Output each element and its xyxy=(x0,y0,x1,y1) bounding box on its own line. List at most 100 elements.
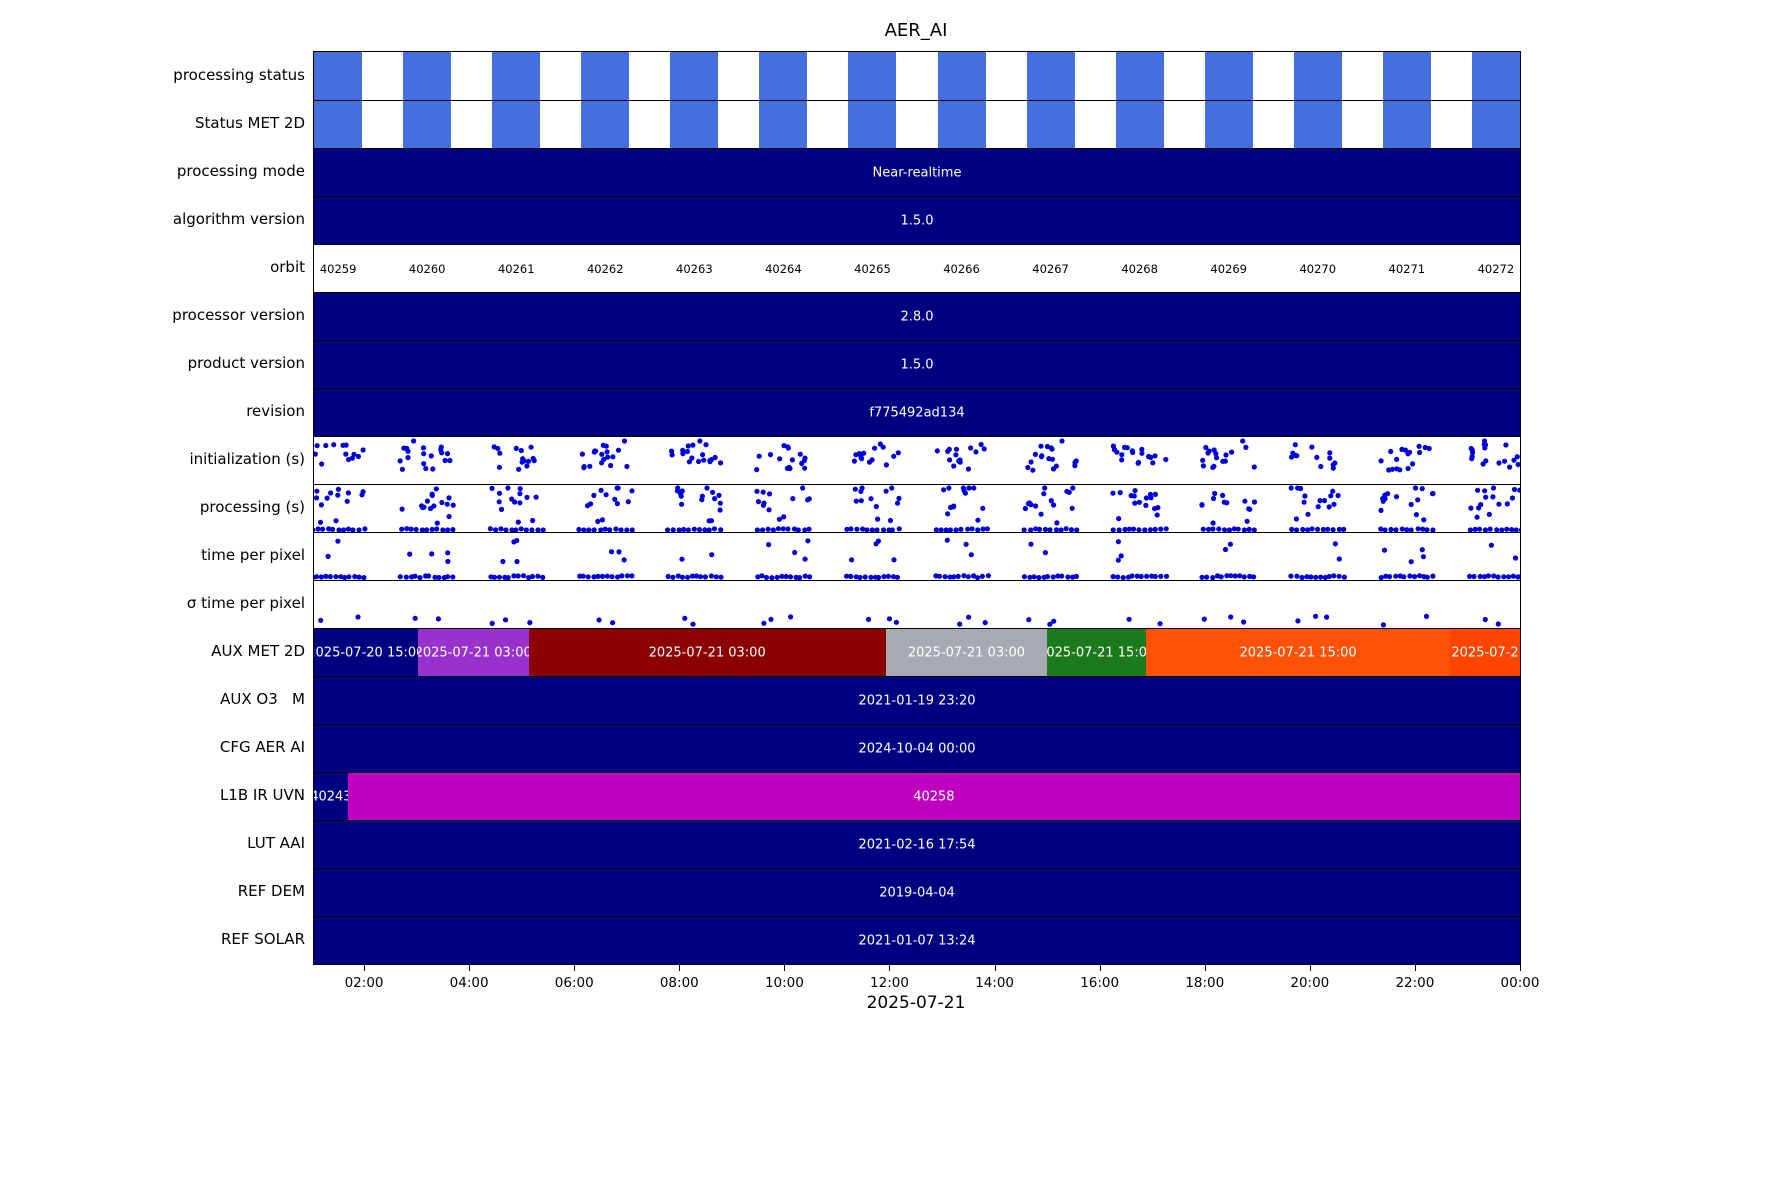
status-block xyxy=(670,101,719,148)
row-status-met-2d xyxy=(314,100,1520,148)
status-block xyxy=(492,52,541,100)
orbit-number: 40269 xyxy=(1210,261,1247,276)
row-value-processing-mode: Near-realtime xyxy=(872,165,962,180)
scatter-time-per-pixel xyxy=(314,537,1520,580)
status-block xyxy=(1382,101,1431,148)
row-processing-mode: Near-realtime xyxy=(314,148,1520,196)
status-block xyxy=(1204,101,1253,148)
status-block xyxy=(1026,101,1075,148)
row-label-initialization-s: initialization (s) xyxy=(189,450,305,468)
chart-title: AER_AI xyxy=(884,20,948,41)
segment-label: 2025-07-21 03:00 xyxy=(648,645,766,660)
plot-area: Near-realtime 1.5.0 40259 40260 40261 40262 40… xyxy=(313,51,1521,965)
row-time-per-pixel xyxy=(314,532,1520,580)
x-tick-label: 06:00 xyxy=(554,975,594,991)
row-initialization-s xyxy=(314,436,1520,484)
row-value-product-version: 1.5.0 xyxy=(900,357,934,372)
orbit-number: 40263 xyxy=(676,261,713,276)
segment-label: 2025-07-21 03:00 xyxy=(417,645,529,660)
row-label-time-per-pixel: time per pixel xyxy=(201,546,305,564)
segment-aux-met-2d: 2025-07-21 15:00 xyxy=(1047,629,1147,676)
row-value-ref-dem: 2019-04-04 xyxy=(879,885,955,900)
row-processor-version: 2.8.0 xyxy=(314,292,1520,340)
segment-label: 40258 xyxy=(913,789,955,804)
status-block xyxy=(314,52,362,100)
status-block xyxy=(1472,101,1520,148)
status-block xyxy=(848,52,897,100)
status-block xyxy=(403,101,452,148)
status-block xyxy=(1472,52,1520,100)
orbit-number: 40262 xyxy=(586,261,624,276)
orbit-number: 40264 xyxy=(765,261,802,276)
segment-aux-met-2d: 2025-07-21 15:00 xyxy=(1146,629,1451,676)
segment-aux-met-2d: 2025-07-21 03:00 xyxy=(528,629,886,676)
scatter-sigma-time-per-pixel xyxy=(318,613,1501,628)
x-tick-mark xyxy=(1520,965,1521,971)
row-orbit: 40259 40260 40261 40262 40263 40264 40265 40266… xyxy=(314,244,1520,292)
row-l1b-ir-uvn: 40243 40258 xyxy=(314,772,1520,820)
x-tick-label: 12:00 xyxy=(870,975,909,991)
segment-label: 2025-07-2 xyxy=(1451,645,1519,660)
x-tick-mark xyxy=(469,965,471,971)
row-label-processing-status: processing status xyxy=(173,66,305,84)
status-block xyxy=(403,52,452,100)
x-tick-mark xyxy=(679,965,681,971)
status-block xyxy=(492,101,541,148)
x-tick-mark xyxy=(994,965,996,971)
status-block xyxy=(581,52,630,100)
status-block xyxy=(1204,52,1253,100)
segment-label: 2025-07-21 03:00 xyxy=(907,645,1026,660)
orbit-number: 40259 xyxy=(319,261,357,276)
status-block xyxy=(1115,52,1164,100)
status-block xyxy=(1115,101,1164,148)
x-tick-mark xyxy=(784,965,786,971)
x-tick-label: 10:00 xyxy=(764,975,804,991)
orbit-number: 40267 xyxy=(1032,261,1069,276)
x-tick-label: 00:00 xyxy=(1500,975,1540,991)
row-value-ref-solar: 2021-01-07 13:24 xyxy=(858,933,976,948)
status-block xyxy=(1026,52,1075,100)
status-block xyxy=(759,101,808,148)
row-processing-s xyxy=(314,484,1520,532)
row-label-sigma-time-per-pixel: σ time per pixel xyxy=(186,594,305,612)
row-label-algorithm-version: algorithm version xyxy=(172,210,305,228)
row-label-ref-dem: REF DEM xyxy=(237,882,305,900)
row-label-processing-mode: processing mode xyxy=(176,162,305,180)
segment-label: 2025-07-20 15:00 xyxy=(314,645,418,660)
row-label-revision: revision xyxy=(246,402,305,420)
orbit-number: 40271 xyxy=(1388,261,1426,276)
segment-l1b-ir-uvn: 40258 xyxy=(347,773,1520,820)
segment-aux-met-2d: 2025-07-21 03:00 xyxy=(885,629,1048,676)
orbit-number: 40272 xyxy=(1477,261,1515,276)
row-lut-aai: 2021-02-16 17:54 xyxy=(314,820,1520,868)
scatter-processing-s xyxy=(314,485,1520,532)
row-product-version: 1.5.0 xyxy=(314,340,1520,388)
x-tick-label: 16:00 xyxy=(1080,975,1120,991)
row-label-processing-s: processing (s) xyxy=(199,498,305,516)
row-label-product-version: product version xyxy=(187,354,305,372)
row-label-ref-solar: REF SOLAR xyxy=(220,930,305,948)
x-tick-label: 02:00 xyxy=(344,975,384,991)
row-value-aux-o3-m: 2021-01-19 23:20 xyxy=(858,693,976,708)
orbit-number: 40260 xyxy=(408,261,446,276)
segment-label: 2025-07-21 15:00 xyxy=(1047,645,1146,660)
segment-l1b-ir-uvn: 40243 xyxy=(314,773,348,820)
status-block xyxy=(581,101,630,148)
x-tick-label: 22:00 xyxy=(1395,975,1435,991)
status-block xyxy=(1382,52,1431,100)
row-label-processor-version: processor version xyxy=(172,306,305,324)
row-label-status-met-2d: Status MET 2D xyxy=(194,114,305,132)
x-tick-label: 18:00 xyxy=(1185,975,1225,991)
status-block xyxy=(670,52,719,100)
x-tick-mark xyxy=(1204,965,1206,971)
row-ref-dem: 2019-04-04 xyxy=(314,868,1520,916)
row-label-aux-met-2d: AUX MET 2D xyxy=(211,642,305,660)
status-block xyxy=(848,101,897,148)
orbit-number: 40265 xyxy=(854,261,891,276)
row-label-aux-o3-m: AUX O3 M xyxy=(220,690,305,708)
x-tick-mark xyxy=(1099,965,1101,971)
row-value-processor-version: 2.8.0 xyxy=(900,309,934,324)
x-tick-label: 20:00 xyxy=(1290,975,1330,991)
